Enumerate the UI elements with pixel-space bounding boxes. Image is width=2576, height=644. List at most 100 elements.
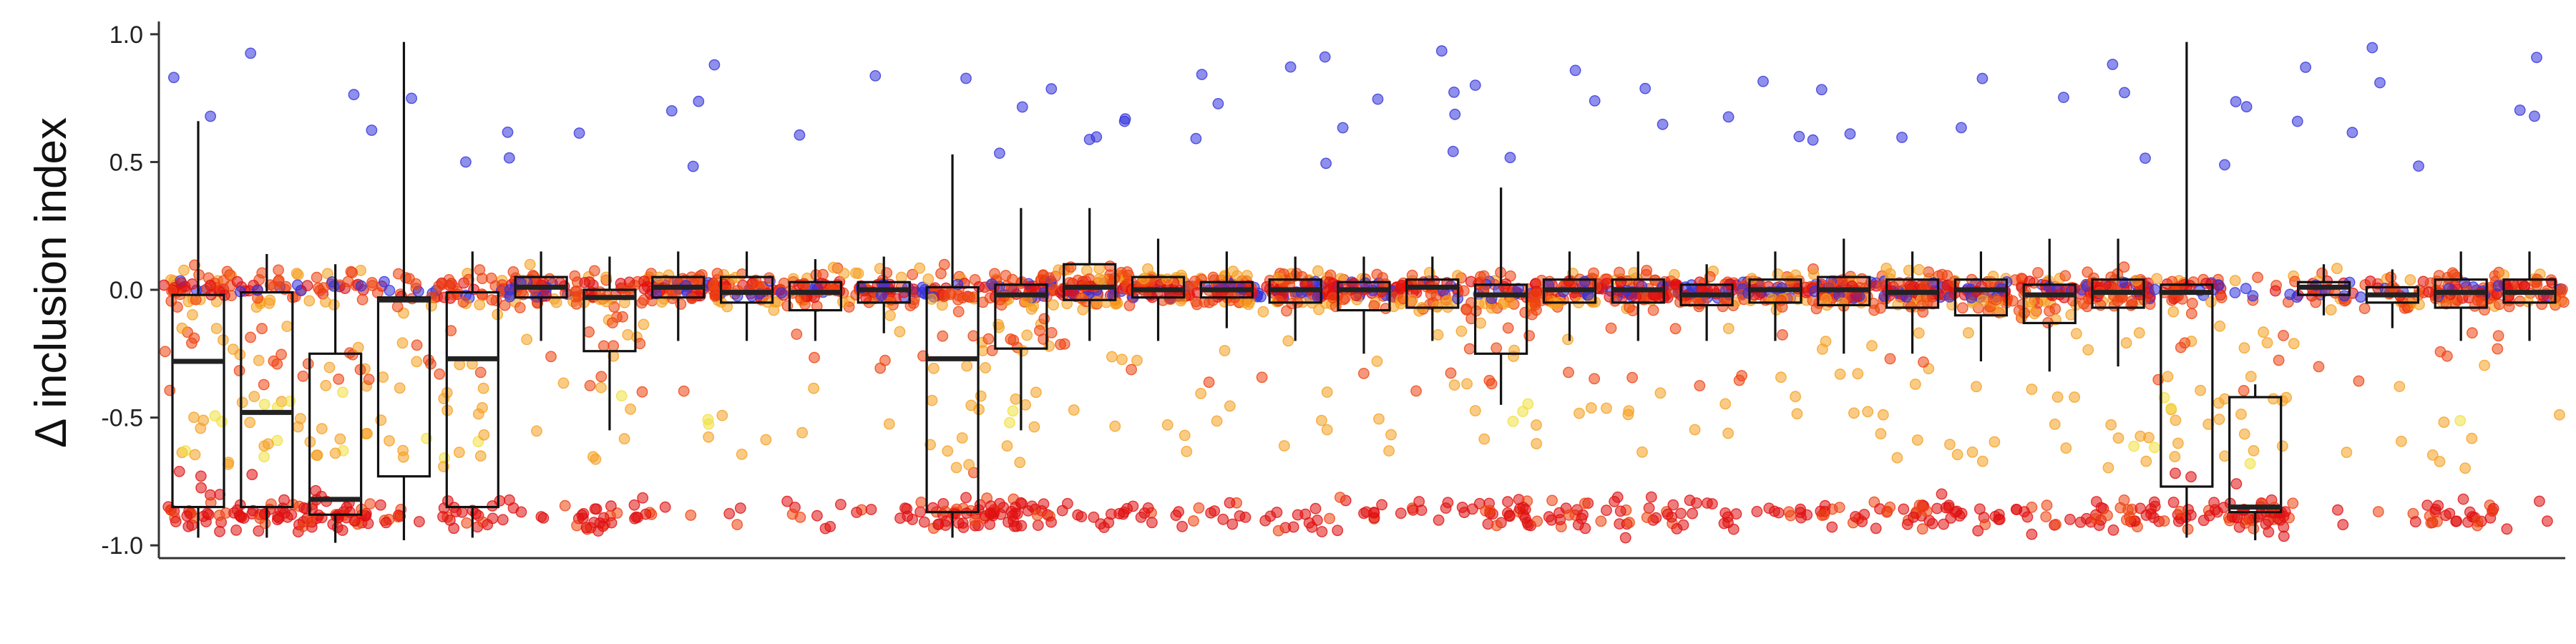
data-point bbox=[2140, 152, 2151, 165]
data-point bbox=[2040, 511, 2052, 522]
data-point bbox=[659, 501, 671, 513]
data-point bbox=[2120, 337, 2132, 349]
data-point bbox=[624, 282, 636, 294]
data-point bbox=[1188, 515, 1199, 527]
data-point bbox=[2487, 505, 2499, 517]
data-point bbox=[2162, 371, 2174, 383]
data-point bbox=[477, 382, 489, 394]
data-point bbox=[723, 507, 736, 519]
box bbox=[857, 280, 911, 304]
data-point bbox=[1614, 505, 1626, 517]
data-point bbox=[1045, 516, 1058, 528]
data-point bbox=[956, 432, 968, 444]
data-point bbox=[1456, 502, 1468, 513]
data-point bbox=[1319, 51, 1331, 63]
data-point bbox=[1601, 504, 1612, 517]
data-point bbox=[1619, 532, 1631, 544]
data-point bbox=[1030, 386, 1042, 399]
data-point bbox=[860, 293, 872, 305]
data-point bbox=[2070, 328, 2082, 340]
data-point bbox=[2429, 504, 2441, 515]
data-point bbox=[708, 59, 721, 71]
data-point bbox=[444, 514, 456, 526]
data-point bbox=[2149, 283, 2161, 296]
data-point bbox=[2280, 391, 2293, 404]
data-point bbox=[2533, 495, 2545, 507]
data-point bbox=[1962, 327, 1974, 339]
data-point bbox=[2032, 267, 2044, 278]
data-point bbox=[1256, 371, 1268, 384]
data-point bbox=[824, 521, 836, 532]
box bbox=[1953, 278, 2009, 317]
data-point bbox=[936, 299, 948, 311]
data-point bbox=[1904, 280, 1916, 292]
data-point bbox=[502, 126, 514, 138]
data-point bbox=[957, 522, 970, 533]
data-point bbox=[2454, 415, 2467, 426]
data-point bbox=[2165, 402, 2177, 414]
data-point bbox=[209, 410, 221, 422]
data-point bbox=[1689, 424, 1701, 436]
data-point bbox=[478, 429, 490, 441]
data-point bbox=[497, 514, 509, 526]
data-point bbox=[1383, 445, 1395, 457]
data-point bbox=[1945, 512, 1957, 524]
data-point bbox=[2089, 513, 2102, 525]
data-point bbox=[984, 518, 996, 530]
data-point bbox=[1011, 508, 1023, 519]
data-point bbox=[477, 273, 488, 285]
data-point bbox=[2197, 514, 2210, 527]
data-point bbox=[628, 499, 640, 511]
data-point bbox=[2172, 437, 2184, 449]
data-point bbox=[572, 291, 584, 303]
data-point bbox=[1818, 509, 1830, 521]
data-point bbox=[1589, 94, 1601, 107]
data-point bbox=[524, 258, 536, 270]
data-point bbox=[1875, 428, 1887, 440]
data-point bbox=[1309, 502, 1322, 514]
data-point bbox=[323, 361, 336, 374]
data-point bbox=[355, 280, 367, 292]
data-point bbox=[251, 284, 263, 296]
data-point bbox=[2492, 330, 2504, 342]
data-point bbox=[1916, 523, 1928, 535]
data-point bbox=[1028, 421, 1040, 433]
box bbox=[2228, 396, 2283, 514]
data-point bbox=[2358, 303, 2371, 314]
data-point bbox=[264, 294, 276, 306]
data-point bbox=[2331, 263, 2343, 275]
data-point bbox=[366, 125, 378, 136]
data-point bbox=[1553, 507, 1566, 519]
data-point bbox=[1017, 345, 1029, 357]
data-point bbox=[2313, 361, 2325, 373]
data-point bbox=[1614, 266, 1625, 278]
data-point bbox=[811, 509, 823, 522]
data-point bbox=[406, 92, 417, 104]
data-point bbox=[1514, 502, 1526, 514]
data-point bbox=[515, 506, 527, 518]
data-point bbox=[1176, 520, 1189, 532]
data-point bbox=[304, 514, 316, 526]
data-point bbox=[914, 506, 927, 518]
data-point bbox=[233, 365, 245, 376]
data-point bbox=[1015, 497, 1027, 509]
data-point bbox=[874, 362, 887, 374]
data-point bbox=[205, 110, 216, 122]
data-point bbox=[2229, 287, 2241, 298]
data-point bbox=[1273, 295, 1285, 307]
data-point bbox=[608, 340, 620, 352]
data-point bbox=[1870, 522, 1882, 535]
data-point bbox=[2118, 261, 2130, 273]
data-point bbox=[2230, 96, 2242, 108]
data-point bbox=[1445, 367, 1457, 379]
data-point bbox=[414, 516, 425, 527]
data-point bbox=[434, 368, 446, 380]
y-axis-title: Δ inclusion index bbox=[26, 117, 76, 448]
data-point bbox=[2261, 337, 2273, 348]
data-point bbox=[1146, 517, 1158, 529]
data-point bbox=[1032, 519, 1044, 531]
data-point bbox=[391, 301, 404, 313]
data-point bbox=[1001, 440, 1013, 452]
data-point bbox=[1571, 504, 1583, 516]
data-point bbox=[2176, 293, 2188, 305]
